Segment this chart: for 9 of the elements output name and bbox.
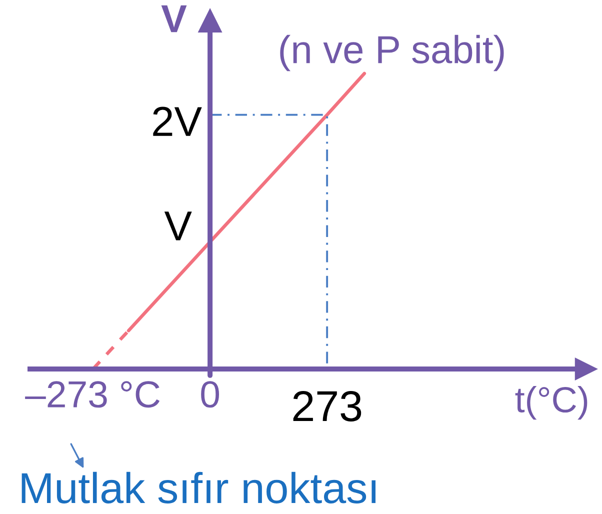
annotation: 2V	[153, 106, 202, 136]
y-axis-title: V	[161, 5, 187, 32]
x-tick-label: 273	[293, 390, 362, 422]
annotation: Mutlak sıfır noktası	[22, 472, 376, 504]
text: (n ve P sabit)	[280, 34, 504, 72]
annotation: V	[164, 212, 192, 240]
x-tick-label: 0	[201, 381, 220, 408]
x-axis-title: t(°C)	[515, 386, 588, 420]
x-tick-label: –273 °C	[25, 381, 160, 408]
